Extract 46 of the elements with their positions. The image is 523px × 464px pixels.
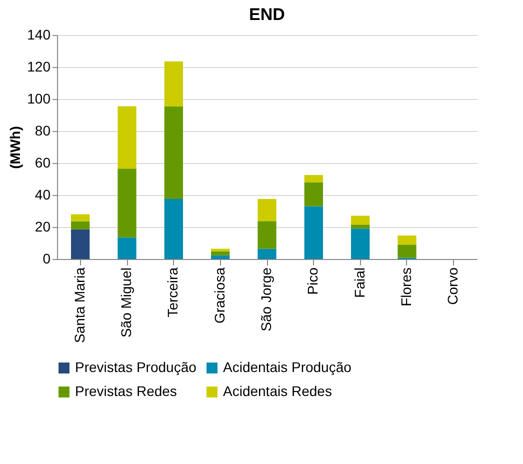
- bar: [118, 237, 136, 259]
- chart-title: END: [249, 5, 285, 24]
- x-tick-label: São Miguel: [118, 268, 134, 338]
- bar: [211, 255, 230, 259]
- x-tick-label: Flores: [398, 268, 414, 306]
- bar: [351, 224, 370, 229]
- bar: [351, 228, 370, 259]
- x-tick-label: Graciosa: [211, 267, 228, 324]
- bar: [304, 175, 323, 182]
- x-tick-label: Terceira: [164, 267, 181, 318]
- bar: [164, 106, 183, 199]
- bar: [351, 216, 370, 225]
- bar: [164, 199, 183, 259]
- bar: [304, 182, 323, 206]
- y-tick-label: 80: [34, 122, 51, 138]
- bar: [304, 206, 323, 259]
- x-tick-label: Faial: [351, 268, 368, 298]
- bar: [398, 235, 416, 245]
- legend-label: Previstas Redes: [75, 383, 177, 399]
- x-tick-label: Corvo: [444, 267, 461, 305]
- legend-label: Previstas Produção: [75, 359, 197, 375]
- bar: [118, 168, 136, 238]
- y-tick-label: 40: [34, 186, 51, 202]
- legend-label: Acidentais Produção: [223, 359, 352, 375]
- bar: [211, 248, 230, 252]
- bar: [71, 221, 90, 230]
- bar: [164, 61, 183, 106]
- x-tick-label: Santa Maria: [71, 267, 88, 343]
- bar: [211, 251, 230, 256]
- x-tick-label: São Jorge: [258, 267, 274, 332]
- bar: [71, 229, 90, 259]
- bar: [118, 106, 136, 169]
- legend-label: Acidentais Redes: [223, 383, 332, 399]
- bar: [258, 248, 276, 259]
- y-tick-label: 100: [27, 90, 51, 106]
- x-tick-label: Pico: [304, 267, 321, 295]
- y-tick-label: 120: [27, 58, 51, 74]
- y-tick-label: 60: [34, 154, 51, 170]
- y-tick-label: 20: [34, 218, 51, 234]
- bar: [258, 221, 276, 249]
- bar: [258, 199, 276, 222]
- y-axis-title: (MWh): [7, 126, 24, 169]
- y-tick-label: 0: [42, 250, 51, 266]
- bar: [71, 214, 90, 222]
- bar: [398, 244, 416, 258]
- y-tick-label: 140: [27, 26, 51, 42]
